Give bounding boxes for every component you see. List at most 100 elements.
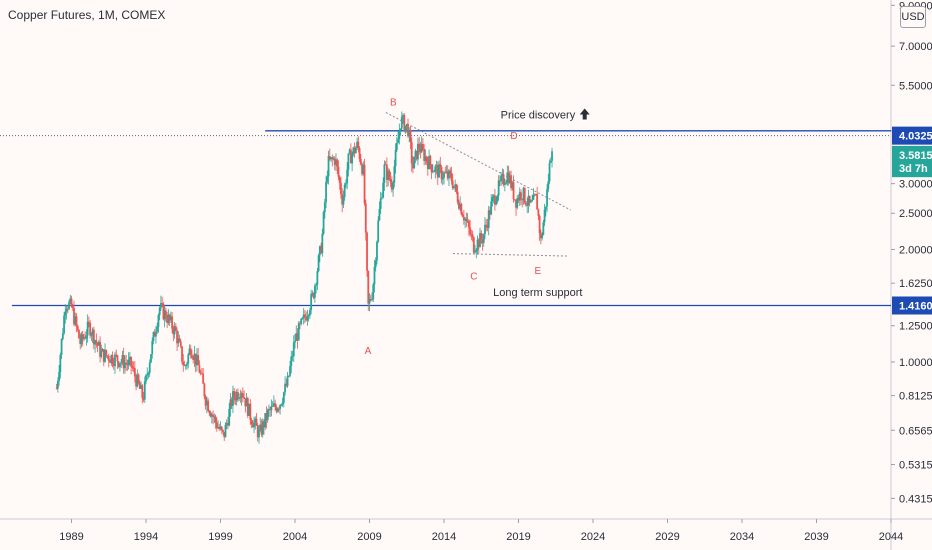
x-tick-label: 2009: [357, 531, 381, 543]
price-label: 4.0325: [899, 131, 932, 143]
candle-body: [408, 130, 411, 137]
candle-body: [446, 171, 449, 179]
candle-body: [321, 233, 324, 254]
candle-body: [227, 422, 229, 426]
candle-body: [198, 365, 201, 373]
candle-body: [147, 372, 150, 375]
candle-body: [263, 421, 265, 428]
candle-body: [81, 334, 84, 340]
candle-body: [462, 216, 465, 221]
candle-body: [311, 293, 314, 295]
candle-body: [234, 397, 237, 401]
candle-body: [328, 156, 331, 160]
candle-body: [60, 338, 63, 355]
candle-body: [536, 194, 539, 210]
candle-body: [193, 353, 196, 360]
candle-body: [143, 381, 146, 400]
candle-body: [505, 182, 507, 185]
candle-body: [434, 166, 437, 172]
candle-body: [407, 123, 409, 137]
candle-body: [373, 266, 376, 285]
candle-body: [56, 380, 59, 389]
candle-body: [445, 171, 448, 173]
candle-body: [357, 141, 360, 149]
candle-body: [94, 340, 97, 345]
currency-button[interactable]: USD: [900, 6, 926, 28]
trendline: [452, 253, 568, 257]
candle-body: [280, 404, 283, 406]
y-tick-label: 7.0000: [899, 41, 932, 53]
candle-body: [248, 403, 250, 416]
candle-body: [331, 157, 334, 160]
candle-body: [244, 398, 247, 407]
candle-body: [117, 361, 120, 367]
candle-body: [471, 234, 474, 238]
candle-body: [100, 351, 103, 357]
candle-body: [55, 388, 58, 390]
candle-body: [438, 164, 440, 178]
candle-body: [346, 169, 349, 184]
candle-body: [476, 239, 479, 250]
candle-body: [417, 143, 419, 160]
candle-body: [73, 308, 75, 325]
point-label-a: A: [365, 346, 372, 357]
candle-body: [546, 189, 548, 207]
candle-body: [316, 271, 319, 285]
candle-body: [116, 355, 119, 362]
candle-body: [223, 431, 226, 438]
candle-body: [313, 285, 316, 298]
candle-body: [498, 180, 501, 182]
candle-body: [305, 317, 308, 321]
candle-body: [61, 333, 64, 339]
x-tick-label: 2024: [581, 531, 605, 543]
candle-body: [508, 175, 511, 183]
candle-body: [64, 311, 67, 316]
candle-body: [388, 170, 391, 180]
x-tick-label: 1999: [208, 531, 232, 543]
candle-body: [105, 349, 108, 356]
candle-body: [80, 334, 83, 344]
candle-body: [111, 355, 114, 365]
candle-body: [78, 330, 80, 339]
candle-body: [121, 354, 124, 362]
candle-body: [340, 182, 342, 195]
candle-body: [295, 333, 298, 341]
candle-body: [422, 143, 424, 149]
candle-body: [429, 155, 432, 165]
candle-body: [277, 408, 280, 410]
candle-body: [161, 303, 164, 304]
candle-body: [124, 362, 126, 369]
candle-body: [241, 393, 244, 398]
candle-body: [520, 192, 522, 200]
candle-body: [458, 202, 460, 209]
candle-body: [413, 156, 416, 169]
candle-body: [126, 363, 129, 365]
candle-body: [315, 284, 318, 286]
candle-body: [378, 208, 381, 221]
candle-body: [372, 284, 375, 300]
candle-body: [485, 224, 488, 226]
candle-body: [269, 409, 272, 411]
candle-body: [393, 166, 396, 183]
candle-body: [440, 166, 443, 180]
candle-body: [342, 197, 345, 205]
candle-body: [533, 194, 536, 196]
candle-body: [354, 148, 357, 154]
candle-body: [366, 232, 368, 271]
y-tick-label: 1.6250: [899, 278, 932, 290]
candle-body: [543, 209, 546, 223]
candle-body: [169, 316, 172, 321]
candle-body: [199, 372, 202, 374]
candle-body: [268, 409, 270, 411]
candle-body: [215, 422, 218, 429]
candle-body: [176, 330, 178, 344]
candle-body: [426, 161, 429, 169]
candle-body: [382, 182, 385, 198]
candle-body: [200, 372, 203, 374]
candle-body: [173, 326, 176, 335]
candle-body: [518, 192, 521, 201]
candle-body: [209, 413, 212, 417]
candle-body: [279, 404, 282, 409]
candle-body: [229, 399, 232, 409]
candle-body: [511, 182, 514, 189]
